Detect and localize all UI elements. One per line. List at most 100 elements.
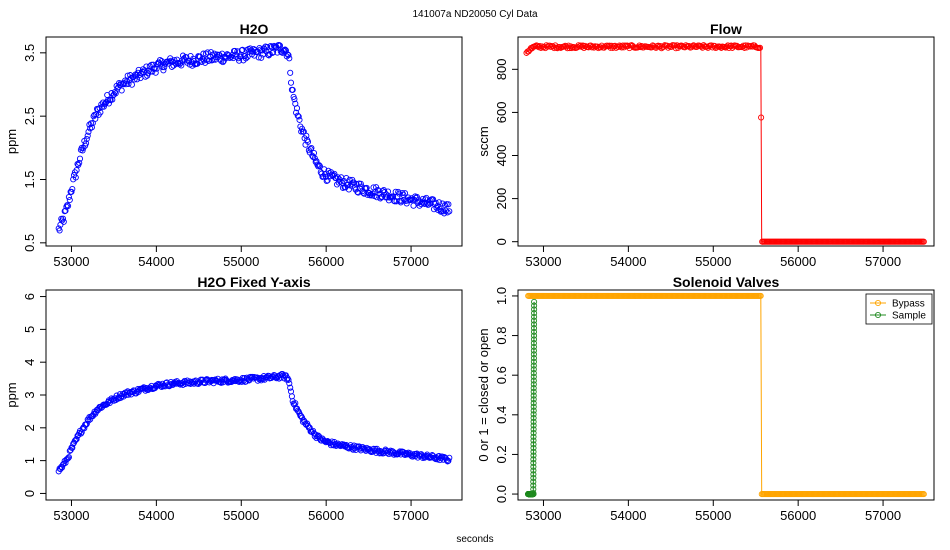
data-point bbox=[219, 59, 226, 66]
data-point bbox=[551, 45, 558, 52]
data-point bbox=[69, 444, 76, 451]
x-tick-label: 54000 bbox=[610, 508, 646, 523]
data-point bbox=[757, 292, 764, 299]
data-point bbox=[88, 124, 95, 131]
data-point bbox=[285, 376, 292, 383]
data-point bbox=[530, 452, 537, 459]
data-point bbox=[95, 405, 102, 412]
y-tick-label: 400 bbox=[494, 145, 509, 167]
data-point bbox=[206, 57, 213, 64]
data-point bbox=[105, 96, 112, 103]
data-point bbox=[530, 478, 537, 485]
data-point bbox=[264, 44, 271, 51]
data-point bbox=[530, 381, 537, 388]
data-point bbox=[236, 57, 243, 64]
data-point bbox=[532, 43, 539, 50]
data-point bbox=[218, 57, 225, 65]
data-point bbox=[79, 147, 86, 154]
data-point bbox=[530, 351, 537, 358]
data-point bbox=[531, 306, 538, 313]
data-point bbox=[444, 209, 451, 216]
data-point bbox=[530, 366, 537, 373]
legend-label: Sample bbox=[892, 311, 926, 322]
data-point bbox=[322, 439, 329, 446]
x-tick-label: 53000 bbox=[53, 508, 89, 523]
series-line bbox=[526, 46, 924, 243]
data-point bbox=[357, 180, 364, 187]
data-point bbox=[56, 227, 63, 234]
x-tick-label: 56000 bbox=[780, 254, 816, 269]
data-point bbox=[345, 186, 352, 193]
data-point bbox=[561, 43, 568, 50]
data-point bbox=[530, 336, 538, 343]
data-point bbox=[231, 47, 238, 54]
data-point bbox=[59, 464, 66, 471]
data-point bbox=[530, 400, 537, 407]
x-tick-label: 56000 bbox=[780, 508, 816, 523]
y-tick-label: 0.6 bbox=[494, 366, 509, 384]
data-point bbox=[128, 81, 135, 88]
data-point bbox=[530, 444, 537, 452]
panel-h2o: H2O 53000 54000 55000 56000 57000 0.5 1.5 2.5 3.5… bbox=[4, 21, 463, 269]
data-point bbox=[530, 463, 537, 470]
data-point bbox=[69, 185, 76, 193]
data-point bbox=[920, 491, 927, 498]
plot-frame bbox=[517, 289, 935, 501]
data-point bbox=[72, 436, 79, 443]
data-point bbox=[204, 49, 211, 56]
y-tick-label: 200 bbox=[494, 188, 509, 210]
data-point bbox=[445, 457, 452, 464]
data-point bbox=[295, 113, 302, 120]
data-point bbox=[73, 167, 80, 174]
x-tick-label: 57000 bbox=[865, 254, 901, 269]
y-axis-label: sccm bbox=[476, 126, 491, 156]
data-point bbox=[530, 377, 537, 384]
data-point bbox=[296, 116, 303, 123]
panel-title: H2O Fixed Y-axis bbox=[197, 274, 311, 290]
data-point bbox=[531, 310, 538, 317]
data-point bbox=[530, 340, 537, 347]
data-point bbox=[284, 51, 291, 58]
y-tick-label: 0 bbox=[22, 490, 37, 497]
data-point bbox=[65, 454, 72, 461]
data-point bbox=[64, 202, 71, 209]
data-point bbox=[73, 436, 80, 443]
data-point bbox=[446, 454, 453, 461]
data-point bbox=[280, 47, 287, 54]
data-point bbox=[436, 199, 443, 206]
data-point bbox=[322, 173, 329, 180]
data-point bbox=[286, 380, 293, 387]
y-tick-label: 600 bbox=[494, 102, 509, 124]
data-point bbox=[530, 418, 537, 425]
data-point bbox=[530, 385, 537, 392]
panel-valves: Solenoid Valves 53000 54000 55000 56000 57000… bbox=[476, 274, 935, 523]
data-point bbox=[289, 86, 296, 93]
x-tick-label: 55000 bbox=[223, 508, 259, 523]
data-point bbox=[122, 81, 130, 88]
data-point bbox=[530, 456, 537, 463]
data-point bbox=[76, 159, 83, 166]
panel-title: Flow bbox=[710, 21, 742, 37]
data-point bbox=[530, 407, 537, 414]
data-point bbox=[530, 482, 537, 489]
data-point bbox=[396, 190, 403, 197]
data-point bbox=[556, 43, 563, 51]
data-point bbox=[589, 43, 596, 50]
data-point bbox=[105, 100, 112, 107]
data-point bbox=[920, 238, 927, 245]
legend-label: Bypass bbox=[892, 299, 925, 310]
data-point bbox=[82, 140, 90, 147]
data-point bbox=[530, 403, 537, 410]
series-line bbox=[528, 295, 924, 495]
data-point bbox=[270, 49, 277, 56]
data-point bbox=[323, 177, 330, 185]
data-point bbox=[353, 181, 360, 188]
data-point bbox=[530, 388, 537, 395]
data-point bbox=[384, 188, 392, 195]
y-tick-label: 3.5 bbox=[22, 44, 37, 62]
data-point bbox=[71, 437, 78, 444]
x-tick-label: 57000 bbox=[393, 508, 429, 523]
data-point bbox=[236, 378, 243, 385]
data-point bbox=[530, 441, 537, 448]
